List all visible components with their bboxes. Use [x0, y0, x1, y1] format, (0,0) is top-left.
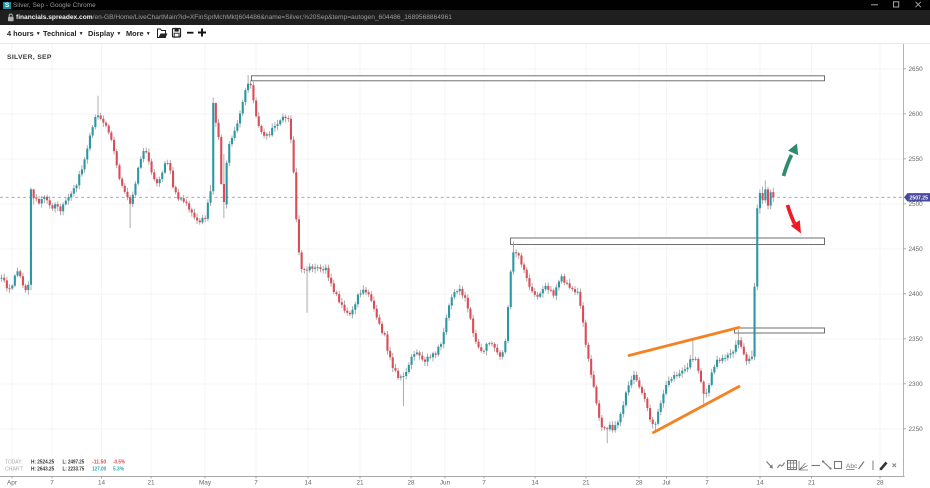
svg-text:14: 14 [756, 480, 764, 487]
svg-text:127.00: 127.00 [92, 466, 106, 472]
svg-text:2400: 2400 [909, 291, 924, 298]
svg-text:2650: 2650 [909, 66, 924, 73]
svg-text:Abc: Abc [846, 463, 858, 470]
svg-text:21: 21 [582, 480, 590, 487]
svg-text:2600: 2600 [909, 111, 924, 118]
svg-text:Apr: Apr [7, 480, 18, 487]
svg-text:SILVER, SEP: SILVER, SEP [7, 54, 52, 61]
svg-text:L: 2497.25: L: 2497.25 [63, 459, 85, 465]
svg-text:5.3%: 5.3% [113, 466, 124, 472]
svg-text:28: 28 [876, 480, 884, 487]
svg-text:2507.25: 2507.25 [910, 196, 929, 202]
svg-text:-0.5%: -0.5% [113, 459, 125, 465]
svg-text:14: 14 [98, 480, 106, 487]
svg-text:L: 2233.75: L: 2233.75 [63, 466, 85, 472]
svg-text:H: 2524.25: H: 2524.25 [31, 459, 54, 465]
svg-text:Jun: Jun [440, 480, 451, 487]
svg-text:7: 7 [705, 480, 709, 487]
svg-text:7: 7 [50, 480, 54, 487]
svg-text:21: 21 [808, 480, 816, 487]
svg-text:2350: 2350 [909, 336, 924, 343]
svg-text:2300: 2300 [909, 381, 924, 388]
svg-text:H: 2643.25: H: 2643.25 [31, 466, 54, 472]
svg-text:2250: 2250 [909, 426, 924, 433]
svg-text:TODAY:: TODAY: [5, 459, 23, 465]
svg-text:7: 7 [254, 480, 258, 487]
svg-text:14: 14 [304, 480, 312, 487]
svg-text:Jul: Jul [662, 480, 670, 487]
svg-text:May: May [199, 480, 212, 487]
svg-text:CHART:: CHART: [5, 466, 24, 472]
svg-text:28: 28 [407, 480, 415, 487]
svg-text:21: 21 [147, 480, 155, 487]
svg-text:28: 28 [635, 480, 643, 487]
svg-text:2500: 2500 [909, 201, 924, 208]
svg-text:7: 7 [482, 480, 486, 487]
svg-text:2550: 2550 [909, 156, 924, 163]
svg-text:14: 14 [531, 480, 539, 487]
svg-text:-11.50: -11.50 [92, 459, 106, 465]
svg-text:2450: 2450 [909, 246, 924, 253]
svg-text:21: 21 [356, 480, 364, 487]
